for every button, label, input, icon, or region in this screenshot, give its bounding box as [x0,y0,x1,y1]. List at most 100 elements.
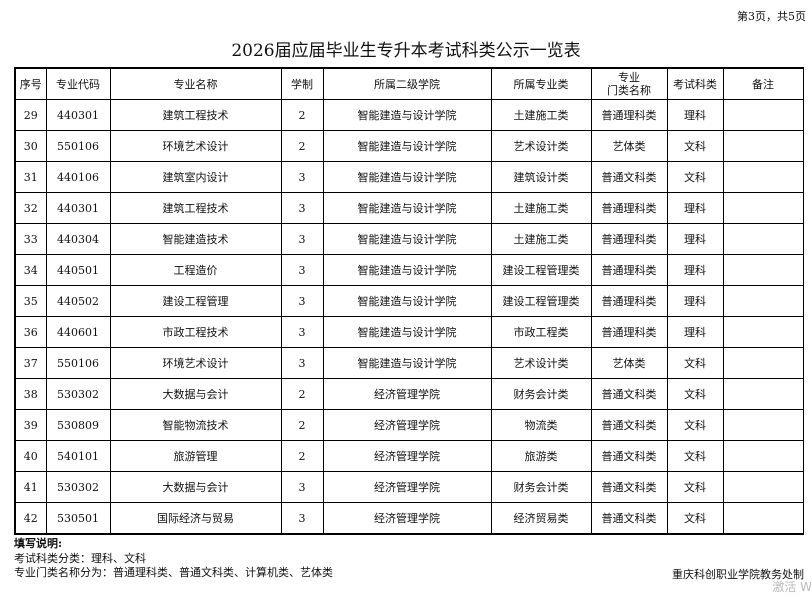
table-cell: 440502 [45,285,111,317]
table-cell: 智能建造与设计学院 [322,223,492,255]
table-body: 29 440301 建筑工程技术 2 智能建造与设计学院 土建施工类 普通理科类 理科 30 55… [14,99,804,535]
table-cell: 普通文科类 [590,161,668,193]
table-cell: 环境艺术设计 [109,130,282,162]
table-cell: 建筑工程技术 [109,192,282,224]
table-cell: 2 [280,409,324,441]
table-cell: 文科 [666,502,724,535]
table-cell: 经济管理学院 [322,471,492,503]
table-cell: 智能建造与设计学院 [322,130,492,162]
column-header: 序号 [14,67,47,100]
table-cell: 智能建造技术 [109,223,282,255]
table-cell [722,471,804,503]
major-table: 序号 专业代码 专业名称 学制 所属二级学院 所属专业类 专业 门类名称 考试科类 备注 29 4… [14,67,804,535]
table-cell: 30 [14,130,47,162]
table-row: 38 530302 大数据与会计 2 经济管理学院 财务会计类 普通文科类 文科 [14,378,804,410]
column-header: 所属二级学院 [322,67,492,100]
table-cell: 440301 [45,192,111,224]
table-row: 32 440301 建筑工程技术 3 智能建造与设计学院 土建施工类 普通理科类 理科 [14,192,804,224]
table-cell: 环境艺术设计 [109,347,282,379]
table-cell: 建筑室内设计 [109,161,282,193]
table-cell: 530809 [45,409,111,441]
table-row: 35 440502 建设工程管理 3 智能建造与设计学院 建设工程管理类 普通理科类 理科 [14,285,804,317]
table-cell: 文科 [666,471,724,503]
table-cell: 理科 [666,223,724,255]
table-row: 42 530501 国际经济与贸易 3 经济管理学院 经济贸易类 普通文科类 文科 [14,502,804,535]
table-row: 34 440501 工程造价 3 智能建造与设计学院 建设工程管理类 普通理科类 理科 [14,254,804,286]
table-cell: 29 [14,99,47,131]
table-row: 36 440601 市政工程技术 3 智能建造与设计学院 市政工程类 普通理科类 理科 [14,316,804,348]
table-cell [722,254,804,286]
table-cell: 智能建造与设计学院 [322,99,492,131]
table-row: 31 440106 建筑室内设计 3 智能建造与设计学院 建筑设计类 普通文科类 文科 [14,161,804,193]
table-cell: 建设工程管理类 [490,254,592,286]
notes-line: 专业门类名称分为：普通理科类、普通文科类、计算机类、艺体类 [14,566,333,579]
table-cell: 智能物流技术 [109,409,282,441]
table-cell: 文科 [666,440,724,472]
table-cell: 旅游类 [490,440,592,472]
table-cell: 2 [280,378,324,410]
table-cell: 智能建造与设计学院 [322,316,492,348]
table-cell: 3 [280,347,324,379]
table-cell [722,347,804,379]
table-cell: 32 [14,192,47,224]
table-cell: 普通文科类 [590,409,668,441]
table-cell: 440601 [45,316,111,348]
table-cell: 智能建造与设计学院 [322,192,492,224]
table-cell [722,99,804,131]
table-cell: 42 [14,502,47,535]
column-header: 专业 门类名称 [590,67,668,100]
table-cell: 市政工程类 [490,316,592,348]
table-cell: 普通理科类 [590,223,668,255]
table-cell: 普通文科类 [590,378,668,410]
table-cell: 物流类 [490,409,592,441]
table-cell: 艺体类 [590,347,668,379]
table-cell: 440304 [45,223,111,255]
table-cell: 36 [14,316,47,348]
table-cell: 530501 [45,502,111,535]
table-row: 37 550106 环境艺术设计 3 智能建造与设计学院 艺术设计类 艺体类 文科 [14,347,804,379]
table-cell: 530302 [45,471,111,503]
table-cell [722,285,804,317]
table-cell: 文科 [666,409,724,441]
page-title: 2026届应届毕业生专升本考试科类公示一览表 [231,41,581,61]
table-cell: 理科 [666,285,724,317]
table-cell: 530302 [45,378,111,410]
table-row: 39 530809 智能物流技术 2 经济管理学院 物流类 普通文科类 文科 [14,409,804,441]
table-cell [722,192,804,224]
watermark: 激活 W [772,580,812,594]
table-cell: 540101 [45,440,111,472]
table-cell: 旅游管理 [109,440,282,472]
column-header: 所属专业类 [490,67,592,100]
table-cell: 理科 [666,316,724,348]
table-cell [722,502,804,535]
table-cell: 普通理科类 [590,316,668,348]
table-cell: 经济管理学院 [322,502,492,535]
table-cell: 经济贸易类 [490,502,592,535]
table-cell: 3 [280,223,324,255]
column-header: 专业名称 [109,67,282,100]
table-cell: 艺术设计类 [490,130,592,162]
table-cell: 3 [280,471,324,503]
table-cell: 440106 [45,161,111,193]
table-cell: 550106 [45,347,111,379]
table-cell: 普通理科类 [590,192,668,224]
table-cell: 市政工程技术 [109,316,282,348]
table-cell [722,130,804,162]
table-cell [722,409,804,441]
table-cell: 普通文科类 [590,502,668,535]
table-cell: 工程造价 [109,254,282,286]
table-cell: 建筑工程技术 [109,99,282,131]
table-cell: 41 [14,471,47,503]
table-cell: 34 [14,254,47,286]
table-cell: 建筑设计类 [490,161,592,193]
table-cell: 土建施工类 [490,99,592,131]
table-cell: 3 [280,254,324,286]
table-cell: 艺术设计类 [490,347,592,379]
column-header: 备注 [722,67,804,100]
table-cell: 智能建造与设计学院 [322,161,492,193]
column-header: 专业代码 [45,67,111,100]
table-cell: 3 [280,316,324,348]
table-cell: 38 [14,378,47,410]
table-cell: 建设工程管理类 [490,285,592,317]
table-cell: 理科 [666,192,724,224]
